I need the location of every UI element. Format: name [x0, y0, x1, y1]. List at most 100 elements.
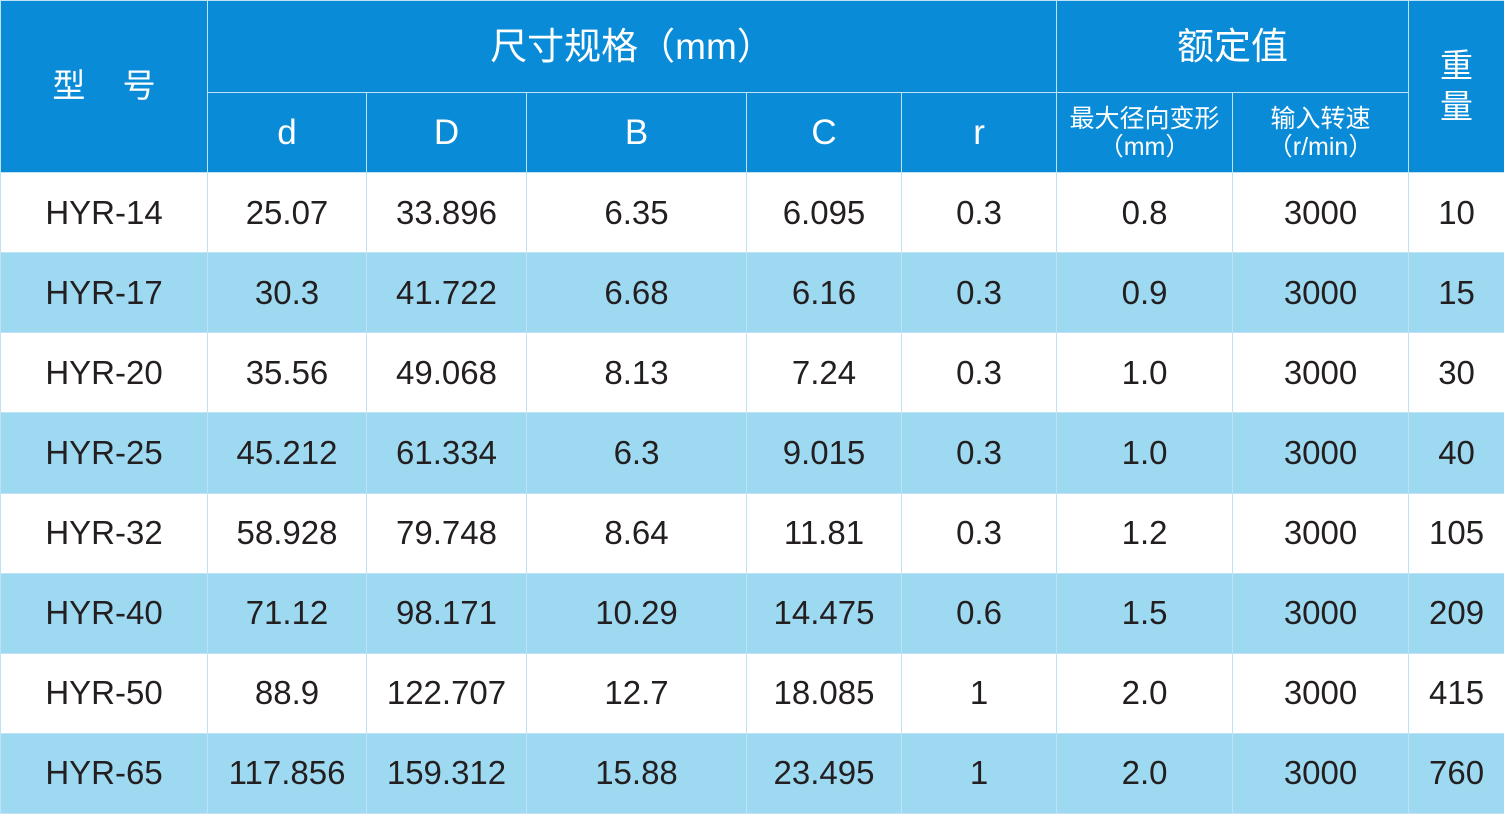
cell-dim-C: 7.24: [746, 332, 902, 414]
cell-dim-D: 49.068: [366, 332, 527, 414]
cell-input-speed: 3000: [1232, 652, 1410, 734]
cell-model: HYR-25: [0, 412, 208, 494]
cell-dim-r: 0.6: [900, 572, 1058, 654]
cell-dim-D: 79.748: [366, 492, 527, 574]
cell-dim-r: 0.3: [900, 171, 1058, 254]
cell-dim-r: 0.3: [900, 412, 1058, 494]
table-row: HYR-50 88.9 122.707 12.7 18.085 1 2.0 3000 415: [0, 652, 1504, 734]
cell-weight: 30: [1408, 332, 1504, 414]
cell-dim-d: 30.3: [207, 252, 367, 334]
cell-dim-B: 6.68: [526, 252, 747, 334]
cell-weight: 10: [1408, 171, 1504, 254]
cell-model: HYR-20: [0, 332, 208, 414]
cell-max-radial-deformation: 0.9: [1056, 252, 1234, 334]
table-row: HYR-32 58.928 79.748 8.64 11.81 0.3 1.2 3000 105: [0, 492, 1504, 574]
cell-weight: 415: [1408, 652, 1504, 734]
cell-input-speed: 3000: [1232, 732, 1410, 814]
cell-dim-B: 6.3: [526, 412, 747, 494]
table-row: HYR-25 45.212 61.334 6.3 9.015 0.3 1.0 3000 40: [0, 412, 1504, 494]
header-deformation-unit: （mm）: [1098, 132, 1191, 161]
header-speed-unit: （r/min）: [1267, 132, 1374, 161]
table-row: HYR-65 117.856 159.312 15.88 23.495 1 2.0 3000 7…: [0, 732, 1504, 814]
cell-weight: 760: [1408, 732, 1504, 814]
cell-weight: 209: [1408, 572, 1504, 654]
header-col-r: r: [900, 92, 1058, 173]
header-deformation-label: 最大径向变形: [1069, 104, 1220, 133]
cell-model: HYR-65: [0, 732, 208, 814]
cell-input-speed: 3000: [1232, 171, 1410, 254]
cell-dim-B: 6.35: [526, 171, 747, 254]
cell-dim-r: 0.3: [900, 332, 1058, 414]
cell-dim-C: 18.085: [746, 652, 902, 734]
table-header: 型 号 尺寸规格（mm） 额定值 重 量 d D B C r 最大径向变形 （m…: [0, 0, 1504, 173]
header-rated-group: 额定值: [1056, 0, 1410, 93]
header-col-B: B: [526, 92, 747, 173]
cell-dim-B: 15.88: [526, 732, 747, 814]
header-model: 型 号: [0, 0, 208, 173]
cell-dim-D: 122.707: [366, 652, 527, 734]
cell-dim-B: 12.7: [526, 652, 747, 734]
cell-model: HYR-32: [0, 492, 208, 574]
header-speed-label: 输入转速: [1270, 104, 1371, 133]
cell-input-speed: 3000: [1232, 332, 1410, 414]
cell-dim-C: 11.81: [746, 492, 902, 574]
cell-max-radial-deformation: 2.0: [1056, 732, 1234, 814]
header-col-max-radial-deformation: 最大径向变形 （mm）: [1056, 92, 1234, 173]
cell-dim-C: 9.015: [746, 412, 902, 494]
cell-dim-D: 33.896: [366, 171, 527, 254]
cell-dim-C: 14.475: [746, 572, 902, 654]
header-col-d: d: [207, 92, 367, 173]
cell-model: HYR-14: [0, 171, 208, 254]
cell-max-radial-deformation: 1.2: [1056, 492, 1234, 574]
cell-model: HYR-50: [0, 652, 208, 734]
cell-dim-d: 35.56: [207, 332, 367, 414]
cell-input-speed: 3000: [1232, 252, 1410, 334]
cell-max-radial-deformation: 1.0: [1056, 412, 1234, 494]
header-weight-char-1: 重: [1440, 47, 1474, 85]
header-col-D: D: [366, 92, 527, 173]
cell-input-speed: 3000: [1232, 572, 1410, 654]
table-row: HYR-14 25.07 33.896 6.35 6.095 0.3 0.8 3000 10: [0, 171, 1504, 254]
cell-weight: 105: [1408, 492, 1504, 574]
cell-model: HYR-17: [0, 252, 208, 334]
cell-dim-r: 0.3: [900, 252, 1058, 334]
cell-dim-D: 159.312: [366, 732, 527, 814]
cell-dim-r: 1: [900, 732, 1058, 814]
cell-max-radial-deformation: 1.0: [1056, 332, 1234, 414]
header-col-input-speed: 输入转速 （r/min）: [1232, 92, 1410, 173]
cell-dim-D: 61.334: [366, 412, 527, 494]
cell-dim-d: 45.212: [207, 412, 367, 494]
cell-input-speed: 3000: [1232, 412, 1410, 494]
cell-weight: 15: [1408, 252, 1504, 334]
table-row: HYR-20 35.56 49.068 8.13 7.24 0.3 1.0 3000 30: [0, 332, 1504, 414]
cell-dim-r: 1: [900, 652, 1058, 734]
cell-max-radial-deformation: 0.8: [1056, 171, 1234, 254]
cell-dim-d: 88.9: [207, 652, 367, 734]
cell-dim-B: 10.29: [526, 572, 747, 654]
cell-dim-D: 98.171: [366, 572, 527, 654]
cell-dim-C: 23.495: [746, 732, 902, 814]
cell-dim-C: 6.095: [746, 171, 902, 254]
cell-dim-d: 58.928: [207, 492, 367, 574]
cell-dim-r: 0.3: [900, 492, 1058, 574]
cell-dim-D: 41.722: [366, 252, 527, 334]
header-row-subcolumns: d D B C r 最大径向变形 （mm） 输入转速 （r/min）: [1, 92, 1504, 173]
table-row: HYR-40 71.12 98.171 10.29 14.475 0.6 1.5 3000 20…: [0, 572, 1504, 654]
cell-max-radial-deformation: 1.5: [1056, 572, 1234, 654]
table-body: HYR-14 25.07 33.896 6.35 6.095 0.3 0.8 3000 10 HY…: [0, 171, 1504, 814]
table-row: HYR-17 30.3 41.722 6.68 6.16 0.3 0.9 3000 15: [0, 252, 1504, 334]
cell-dim-B: 8.64: [526, 492, 747, 574]
cell-max-radial-deformation: 2.0: [1056, 652, 1234, 734]
header-weight: 重 量: [1408, 0, 1504, 173]
header-col-C: C: [746, 92, 902, 173]
header-row-groups: 型 号 尺寸规格（mm） 额定值 重 量: [0, 0, 1504, 173]
header-dimensions-group: 尺寸规格（mm）: [206, 0, 1058, 93]
cell-dim-d: 25.07: [207, 171, 367, 254]
cell-input-speed: 3000: [1232, 492, 1410, 574]
cell-model: HYR-40: [0, 572, 208, 654]
cell-dim-B: 8.13: [526, 332, 747, 414]
cell-dim-d: 71.12: [207, 572, 367, 654]
cell-dim-C: 6.16: [746, 252, 902, 334]
header-weight-char-2: 量: [1440, 87, 1474, 125]
